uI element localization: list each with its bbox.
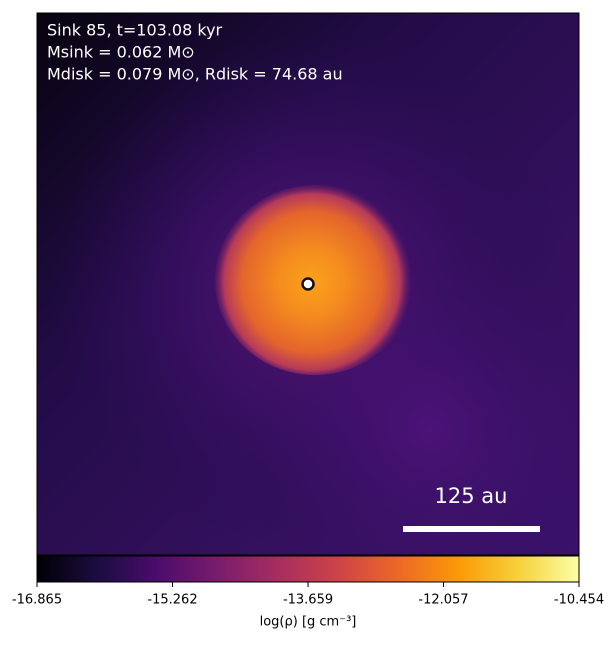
frame: [36, 12, 580, 556]
tick-label: -12.057: [418, 593, 468, 608]
annotation: Msink = 0.062 M⊙: [47, 43, 195, 62]
colorbar-label: log(ρ) [g cm⁻³]: [260, 615, 357, 630]
colorbar: [36, 555, 580, 583]
annotation: Sink 85, t=103.08 kyr: [47, 21, 223, 40]
tick-label: -10.454: [554, 593, 604, 608]
scale-bar-label: 125 au: [435, 484, 508, 508]
tick-label: -15.262: [147, 593, 197, 608]
annotation: Mdisk = 0.079 M⊙, Rdisk = 74.68 au: [47, 65, 343, 84]
tick-label: -16.865: [12, 593, 62, 608]
scale-bar: [403, 526, 540, 532]
colorbar-ticks: -16.865 -15.262 -13.659 -12.057 -10.454: [12, 582, 604, 608]
tick-label: -13.659: [283, 593, 333, 608]
sink-marker: [301, 277, 315, 291]
